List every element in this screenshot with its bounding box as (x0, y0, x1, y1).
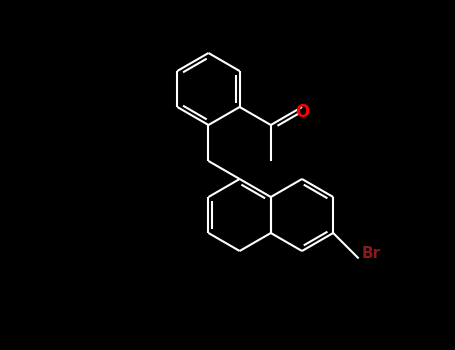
Text: Br: Br (362, 246, 381, 261)
Text: O: O (295, 103, 309, 121)
